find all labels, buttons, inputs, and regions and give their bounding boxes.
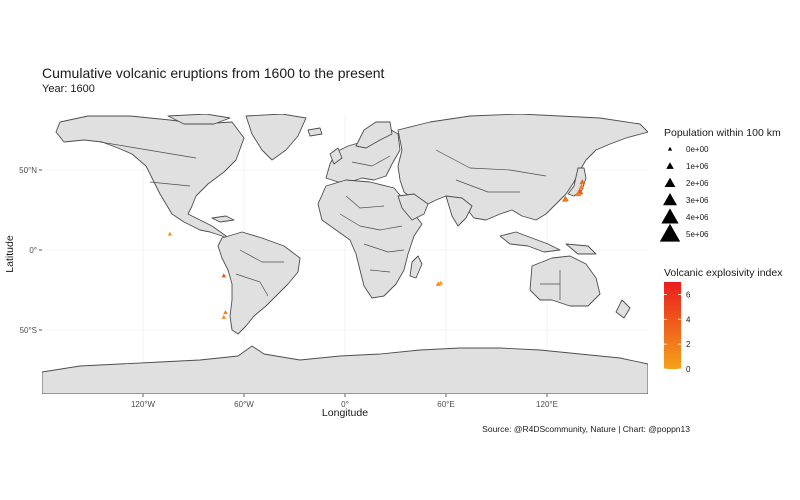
australia-landmass (529, 255, 601, 307)
eruption-marker (438, 280, 444, 285)
color-legend-title: Volcanic explosivity index (664, 267, 783, 279)
new-zealand (615, 299, 631, 319)
land-layer (42, 114, 648, 394)
color-legend-label: 6 (686, 290, 691, 299)
british-isles (329, 147, 343, 165)
x-tick-label: 60°W (234, 400, 254, 409)
arctic-islands (167, 114, 231, 125)
size-legend-label: 3e+06 (686, 196, 709, 205)
eruption-marker (574, 190, 582, 197)
eruption-marker (221, 273, 227, 278)
x-tick-label: 0° (341, 400, 349, 409)
y-tick-label: 50°S (20, 326, 37, 335)
axes: 120°W 60°W 0° 60°E 120°E 50°N 0° 50°S (19, 166, 558, 409)
scandinavia (355, 121, 393, 149)
color-legend-label: 0 (686, 365, 691, 374)
y-tick-label: 0° (29, 246, 37, 255)
color-legend-label: 4 (686, 315, 691, 324)
chart-title: Cumulative volcanic eruptions from 1600 … (42, 65, 385, 81)
color-legend-label: 2 (686, 340, 691, 349)
cuba (211, 215, 235, 223)
greenland (245, 114, 307, 161)
eruption-marker (167, 231, 173, 236)
x-tick-label: 60°E (437, 400, 454, 409)
eruption-marker (578, 184, 585, 189)
color-legend-bar (664, 282, 681, 369)
size-legend-title: Population within 100 km (664, 127, 781, 139)
country-borders (99, 141, 561, 300)
y-tick-label: 50°N (19, 166, 37, 175)
y-axis-title: Latitude (4, 235, 16, 273)
size-legend-key (659, 223, 681, 242)
africa-landmass (317, 179, 423, 299)
size-legend-label: 2e+06 (686, 179, 709, 188)
x-axis-title: Longitude (322, 407, 368, 419)
eruption-marker (579, 179, 586, 185)
size-legend-key (661, 208, 679, 224)
chart-subtitle: Year: 1600 (42, 83, 95, 95)
eruption-marker (221, 314, 227, 319)
size-legend-label: 5e+06 (686, 230, 709, 239)
x-tick-label: 120°W (131, 400, 156, 409)
southeast-asia-islands (499, 231, 561, 253)
size-legend-key (666, 162, 674, 169)
antarctica-landmass (42, 345, 648, 394)
indian-subcontinent (445, 195, 473, 227)
size-legend-label: 4e+06 (686, 213, 709, 222)
size-legend-label: 0e+00 (686, 145, 709, 154)
south-america-landmass (217, 231, 301, 335)
color-legend: Volcanic explosivity index 0 2 4 6 (664, 267, 783, 374)
new-guinea (565, 243, 597, 255)
iceland (307, 127, 323, 137)
chart-caption: Source: @R4DScommunity, Nature | Chart: … (482, 424, 690, 434)
size-legend-key (663, 193, 677, 206)
size-legend: Population within 100 km 0e+00 1e+06 2e+06… (659, 127, 781, 242)
size-legend-label: 1e+06 (686, 162, 709, 171)
arabian-peninsula (397, 193, 429, 221)
eruption-marker (435, 281, 442, 286)
x-tick-label: 120°E (536, 400, 558, 409)
size-legend-key (667, 146, 673, 151)
eruption-marker (223, 310, 228, 315)
madagascar (409, 255, 423, 279)
size-legend-key (664, 177, 676, 188)
eruption-marker (561, 196, 568, 202)
eruption-layer (167, 179, 586, 319)
